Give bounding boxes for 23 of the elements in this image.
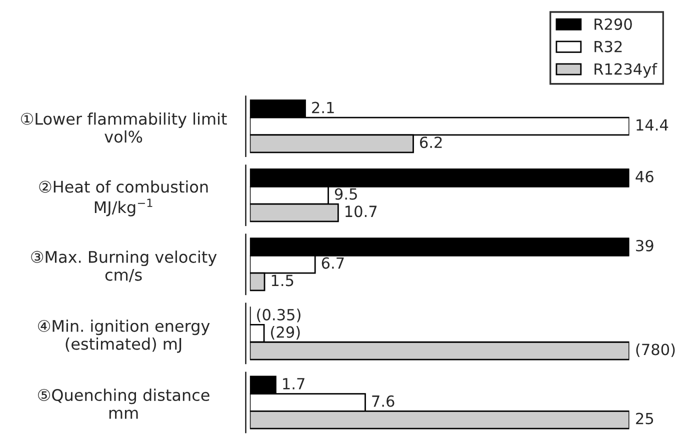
data-label: (29) [271, 326, 300, 340]
data-label: 1.5 [272, 274, 294, 286]
data-label: (0.35) [257, 308, 300, 322]
y-tick-label: ⑤Quenching distance mm [38, 388, 210, 419]
data-label: 9.5 [334, 188, 357, 200]
data-label: 46 [636, 170, 654, 182]
data-label: 6.7 [322, 257, 344, 269]
data-label: 6.2 [420, 136, 442, 148]
y-tick-label: ④Min. ignition energy (estimated) mJ [38, 320, 210, 353]
legend-label: R290 [594, 18, 632, 30]
data-label: 10.7 [346, 206, 377, 218]
y-tick-label: ②Heat of combustion MJ/kg$^{−1}$ [39, 180, 208, 216]
y-tick-label: ③Max. Burning velocity cm/s [31, 250, 217, 282]
data-label: 39 [636, 240, 654, 252]
y-tick-label: ①Lower flammability limit vol% [21, 112, 227, 143]
data-label: 1.7 [283, 378, 304, 390]
data-label: 2.1 [312, 102, 334, 114]
legend-label: R1234yf [594, 62, 658, 78]
data-label: 14.4 [636, 119, 668, 131]
data-label: (780) [636, 343, 675, 358]
data-label: 7.6 [372, 395, 394, 407]
data-label: 25 [636, 412, 654, 424]
legend-label: R32 [594, 40, 622, 52]
